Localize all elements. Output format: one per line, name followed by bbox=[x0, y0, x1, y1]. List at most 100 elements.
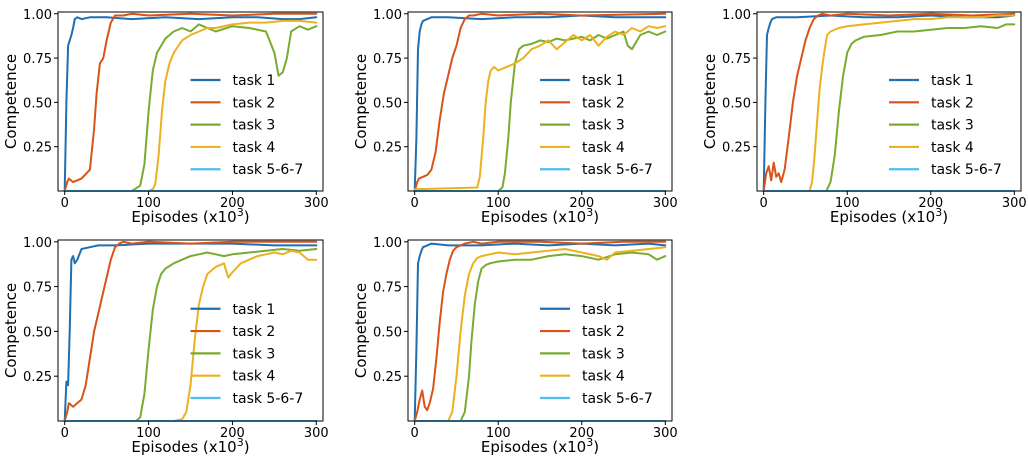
legend-label: task 1 bbox=[233, 73, 276, 89]
legend-label: task 5-6-7 bbox=[233, 162, 304, 178]
legend-label: task 4 bbox=[233, 140, 276, 156]
y-tick-label: 0.75 bbox=[722, 52, 751, 67]
series-line-4 bbox=[63, 249, 318, 422]
x-axis-label-text: Episodes (x10 bbox=[131, 208, 236, 226]
chart-panel-4: 0 100 200 300 0.25 0.50 0.75 1.00 Episodes (x103… bbox=[2, 236, 329, 456]
plot-frame bbox=[407, 11, 673, 192]
legend-label: task 3 bbox=[582, 346, 625, 362]
legend-label: task 3 bbox=[233, 118, 276, 134]
legend: task 1 task 2 task 3 task 4 task 5-6-7 bbox=[190, 73, 304, 178]
x-tick-label: 0 bbox=[411, 196, 419, 211]
x-tick-label: 100 bbox=[136, 426, 161, 441]
x-tick-label: 200 bbox=[569, 196, 594, 211]
x-axis-label-text: Episodes (x10 bbox=[481, 438, 586, 456]
legend-label: task 5-6-7 bbox=[582, 391, 653, 407]
legend-label: task 1 bbox=[582, 73, 625, 89]
y-tick-label: 1.00 bbox=[23, 8, 52, 23]
legend: task 1 task 2 task 3 task 4 task 5-6-7 bbox=[540, 73, 653, 178]
x-axis-label-close: ) bbox=[593, 208, 599, 226]
legend: task 1 task 2 task 3 task 4 task 5-6-7 bbox=[889, 73, 1002, 178]
chart-panel-1: 0 100 200 300 0.25 0.50 0.75 1.00 Episodes (x103… bbox=[2, 8, 329, 226]
x-axis-label: Episodes (x103) bbox=[481, 436, 599, 456]
x-axis-label-close: ) bbox=[244, 208, 250, 226]
series-line-2 bbox=[63, 240, 318, 422]
x-axis-label-exponent: 3 bbox=[237, 436, 244, 449]
y-tick-label: 0.50 bbox=[373, 325, 402, 340]
x-axis-label-close: ) bbox=[244, 438, 250, 456]
series-line-3 bbox=[413, 30, 667, 192]
series-line-4 bbox=[413, 25, 667, 191]
x-axis-label-close: ) bbox=[942, 208, 948, 226]
legend-label: task 1 bbox=[931, 73, 974, 89]
x-tick-label: 300 bbox=[304, 426, 329, 441]
y-axis-label: Competence bbox=[352, 283, 370, 378]
x-tick-label: 0 bbox=[61, 426, 69, 441]
x-axis-label-exponent: 3 bbox=[237, 206, 244, 219]
x-tick-label: 300 bbox=[1002, 196, 1027, 211]
chart-panel-3: 0 100 200 300 0.25 0.50 0.75 1.00 Episodes (x103… bbox=[701, 8, 1027, 226]
y-tick-label: 0.75 bbox=[23, 281, 52, 296]
series-line-3 bbox=[63, 23, 318, 192]
series-line-2 bbox=[413, 12, 667, 192]
legend-label: task 5-6-7 bbox=[582, 162, 653, 178]
x-tick-label: 100 bbox=[835, 196, 860, 211]
y-tick-label: 0.25 bbox=[23, 370, 52, 385]
y-axis-label: Competence bbox=[701, 54, 719, 149]
chart-panel-5: 0 100 200 300 0.25 0.50 0.75 1.00 Episodes (x103… bbox=[352, 236, 678, 456]
series-line-3 bbox=[63, 248, 318, 422]
x-tick-label: 0 bbox=[61, 196, 69, 211]
x-axis-label-exponent: 3 bbox=[586, 436, 593, 449]
y-tick-label: 0.25 bbox=[373, 370, 402, 385]
legend-label: task 2 bbox=[233, 324, 276, 340]
y-tick-label: 1.00 bbox=[373, 236, 402, 251]
legend-label: task 2 bbox=[582, 324, 625, 340]
series-line-2 bbox=[63, 12, 318, 192]
legend-label: task 4 bbox=[582, 140, 625, 156]
x-tick-label: 300 bbox=[653, 426, 678, 441]
plot-frame bbox=[407, 239, 673, 422]
y-tick-label: 1.00 bbox=[373, 8, 402, 23]
series-line-2 bbox=[413, 240, 667, 422]
legend-label: task 4 bbox=[233, 369, 276, 385]
y-tick-label: 0.50 bbox=[23, 96, 52, 111]
y-tick-label: 0.25 bbox=[373, 141, 402, 156]
legend-label: task 2 bbox=[582, 95, 625, 111]
x-axis-label: Episodes (x103) bbox=[131, 436, 249, 456]
x-tick-label: 300 bbox=[653, 196, 678, 211]
legend-label: task 3 bbox=[233, 346, 276, 362]
series-line-4 bbox=[413, 246, 667, 422]
y-axis-label: Competence bbox=[2, 54, 20, 149]
x-tick-label: 300 bbox=[304, 196, 329, 211]
x-tick-label: 100 bbox=[486, 426, 511, 441]
plot-frame bbox=[57, 11, 324, 192]
x-axis-label-text: Episodes (x10 bbox=[481, 208, 586, 226]
y-tick-label: 0.50 bbox=[373, 96, 402, 111]
x-tick-label: 100 bbox=[136, 196, 161, 211]
legend-label: task 2 bbox=[931, 95, 974, 111]
y-tick-label: 0.75 bbox=[23, 52, 52, 67]
series-line-4 bbox=[63, 19, 318, 192]
y-tick-label: 0.25 bbox=[23, 141, 52, 156]
x-axis-label-exponent: 3 bbox=[935, 206, 942, 219]
y-tick-label: 1.00 bbox=[722, 8, 751, 23]
x-axis-label-close: ) bbox=[593, 438, 599, 456]
legend-label: task 5-6-7 bbox=[233, 391, 304, 407]
chart-panel-2: 0 100 200 300 0.25 0.50 0.75 1.00 Episodes (x103… bbox=[352, 8, 678, 226]
legend-label: task 3 bbox=[931, 118, 974, 134]
legend-label: task 5-6-7 bbox=[931, 162, 1002, 178]
y-tick-label: 0.75 bbox=[373, 52, 402, 67]
x-tick-label: 200 bbox=[569, 426, 594, 441]
legend: task 1 task 2 task 3 task 4 task 5-6-7 bbox=[190, 302, 304, 407]
legend-label: task 4 bbox=[582, 369, 625, 385]
y-tick-label: 0.75 bbox=[373, 281, 402, 296]
legend: task 1 task 2 task 3 task 4 task 5-6-7 bbox=[540, 302, 653, 407]
legend-label: task 1 bbox=[582, 302, 625, 318]
series-line-3 bbox=[413, 251, 667, 422]
series-line-3 bbox=[762, 23, 1016, 192]
x-tick-label: 200 bbox=[220, 196, 245, 211]
x-axis-label-text: Episodes (x10 bbox=[830, 208, 935, 226]
legend-label: task 3 bbox=[582, 118, 625, 134]
series-line-2 bbox=[762, 12, 1016, 192]
x-tick-label: 200 bbox=[220, 426, 245, 441]
